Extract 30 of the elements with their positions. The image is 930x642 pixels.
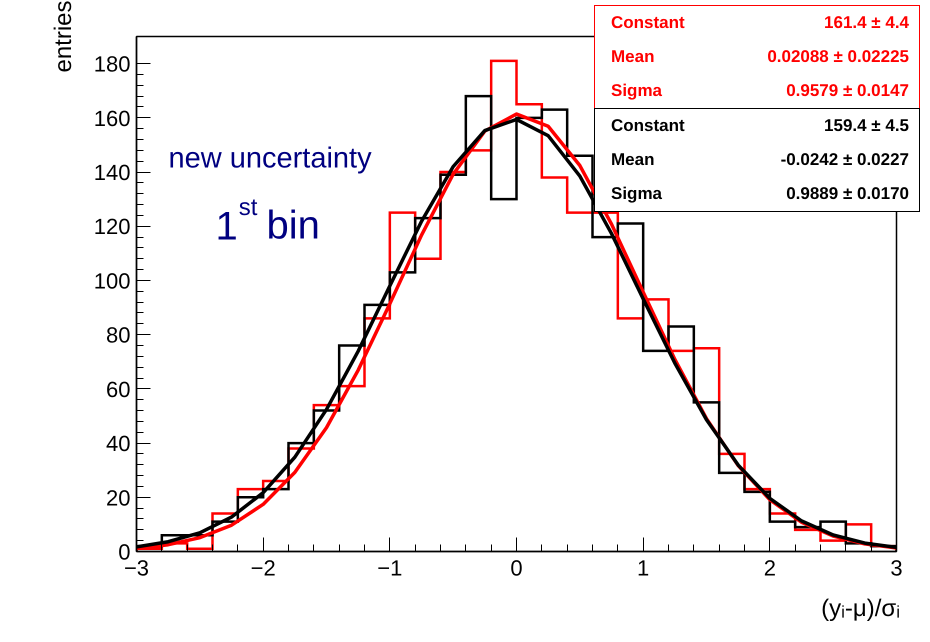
- y-tick-label: 60: [106, 376, 131, 402]
- y-tick-label: 180: [94, 52, 131, 77]
- y-tick-label: 120: [94, 214, 131, 240]
- annotation: Sigma: [611, 183, 662, 205]
- annotation: Mean: [611, 46, 654, 68]
- annotation: Mean: [611, 149, 654, 171]
- y-tick-label: 160: [94, 106, 131, 131]
- y-tick-label: 40: [106, 431, 131, 456]
- x-tick-label: −1: [377, 556, 402, 580]
- annotation: 159.4 ± 4.5: [824, 115, 909, 137]
- text: Constant: [611, 12, 685, 34]
- annotation: new uncertainty: [168, 142, 372, 174]
- annotation: 0.9579 ± 0.0147: [786, 80, 909, 102]
- annotation: 0.02088 ± 0.02225: [767, 46, 909, 68]
- x-tick-label: 0: [510, 556, 523, 580]
- y-tick-label: 20: [106, 485, 131, 510]
- annotation: 0.9889 ± 0.0170: [786, 183, 909, 205]
- y-axis-title: entries: [50, 0, 77, 73]
- x-tick-label: 3: [890, 556, 903, 580]
- y-tick-label: 100: [94, 268, 131, 294]
- x-tick-label: 1: [637, 556, 650, 580]
- text: 161.4 ± 4.4: [824, 12, 909, 34]
- y-tick-label: 80: [106, 322, 131, 348]
- x-axis-title: (yᵢ-μ)/σᵢ: [821, 594, 900, 624]
- annotation: Constant: [611, 115, 685, 137]
- y-tick-label: 140: [94, 160, 131, 186]
- x-tick-label: −2: [250, 556, 276, 580]
- annotation: Sigma: [611, 80, 662, 102]
- annotation: -0.0242 ± 0.0227: [780, 149, 909, 171]
- x-tick-label: 2: [764, 556, 776, 580]
